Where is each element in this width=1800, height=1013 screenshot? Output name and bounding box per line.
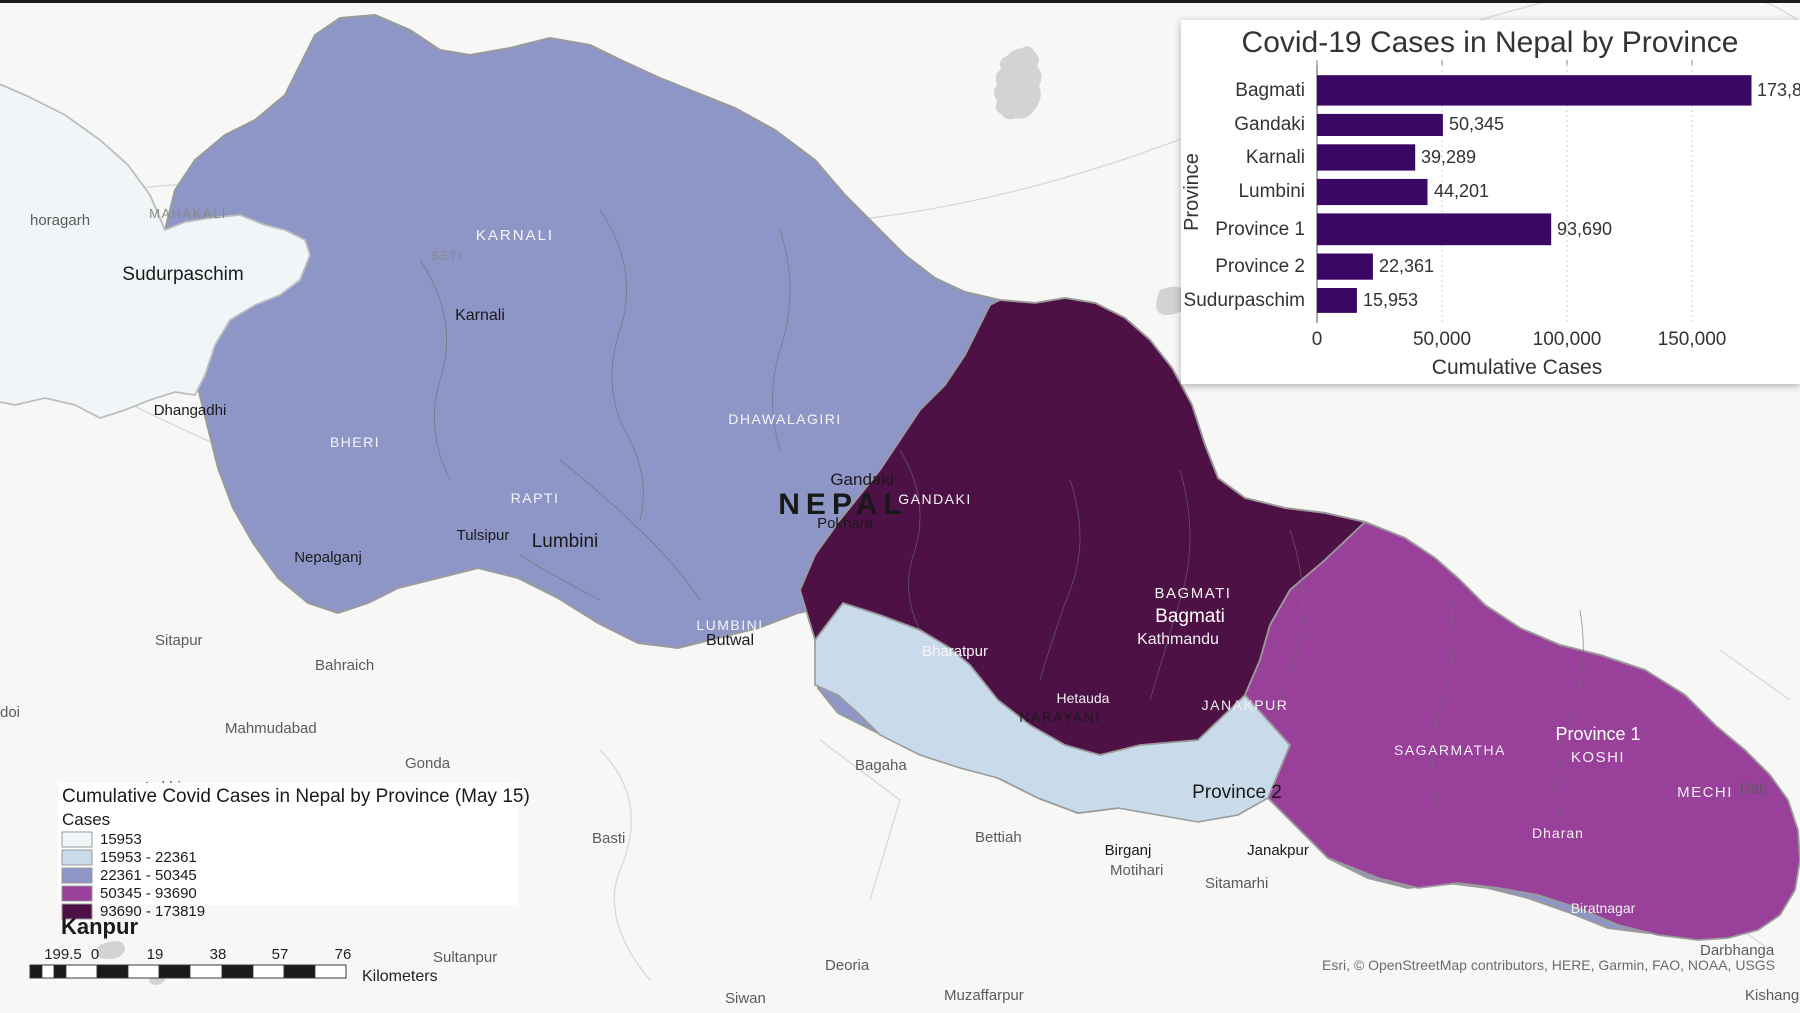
svg-text:GANDAKI: GANDAKI bbox=[898, 491, 972, 507]
svg-text:DHAWALAGIRI: DHAWALAGIRI bbox=[728, 411, 841, 427]
svg-text:150,000: 150,000 bbox=[1658, 329, 1727, 350]
svg-text:Bagaha: Bagaha bbox=[855, 757, 907, 774]
svg-text:Muzaffarpur: Muzaffarpur bbox=[944, 987, 1024, 1004]
svg-text:Motihari: Motihari bbox=[1110, 862, 1163, 879]
svg-text:KOSHI: KOSHI bbox=[1571, 749, 1625, 766]
svg-text:Karnali: Karnali bbox=[455, 307, 505, 324]
svg-text:173,8: 173,8 bbox=[1757, 80, 1800, 100]
svg-text:Nepalganj: Nepalganj bbox=[294, 549, 362, 566]
svg-text:38: 38 bbox=[210, 946, 227, 963]
svg-text:BHERI: BHERI bbox=[330, 434, 380, 450]
svg-text:Janakpur: Janakpur bbox=[1247, 842, 1309, 859]
svg-text:SAGARMATHA: SAGARMATHA bbox=[1394, 742, 1506, 758]
svg-text:Covid-19 Cases in Nepal by Pro: Covid-19 Cases in Nepal by Province bbox=[1242, 26, 1739, 59]
svg-text:Dhangadhi: Dhangadhi bbox=[154, 402, 227, 419]
svg-text:horagarh: horagarh bbox=[30, 212, 90, 229]
svg-text:22361 - 50345: 22361 - 50345 bbox=[100, 867, 197, 884]
svg-text:0: 0 bbox=[91, 946, 99, 963]
svg-text:Birganj: Birganj bbox=[1105, 842, 1152, 859]
svg-text:19: 19 bbox=[147, 946, 164, 963]
svg-text:Gandaki: Gandaki bbox=[1234, 114, 1305, 135]
svg-text:Province 2: Province 2 bbox=[1192, 782, 1282, 803]
svg-text:Butwal: Butwal bbox=[706, 632, 754, 649]
svg-text:100,000: 100,000 bbox=[1533, 329, 1602, 350]
svg-text:15,953: 15,953 bbox=[1363, 290, 1418, 310]
svg-text:Sudurpaschim: Sudurpaschim bbox=[1184, 290, 1305, 311]
svg-text:Bagmati: Bagmati bbox=[1235, 80, 1305, 101]
svg-text:Sultanpur: Sultanpur bbox=[433, 949, 497, 966]
svg-text:15953: 15953 bbox=[100, 831, 142, 848]
svg-text:76: 76 bbox=[335, 946, 352, 963]
svg-text:Tulsipur: Tulsipur bbox=[457, 527, 510, 544]
svg-text:Bettiah: Bettiah bbox=[975, 829, 1022, 846]
svg-text:Cumulative Covid Cases in Nepa: Cumulative Covid Cases in Nepal by Provi… bbox=[62, 786, 530, 807]
svg-text:Cases: Cases bbox=[62, 810, 110, 829]
svg-text:Sitamarhi: Sitamarhi bbox=[1205, 875, 1268, 892]
svg-text:MECHI: MECHI bbox=[1677, 784, 1733, 801]
svg-text:KARNALI: KARNALI bbox=[476, 227, 554, 244]
svg-text:JANAKPUR: JANAKPUR bbox=[1202, 697, 1289, 713]
svg-text:Esri, © OpenStreetMap contribu: Esri, © OpenStreetMap contributors, HERE… bbox=[1322, 957, 1775, 973]
svg-text:44,201: 44,201 bbox=[1434, 181, 1489, 201]
svg-text:Kathmandu: Kathmandu bbox=[1137, 631, 1219, 648]
svg-text:Province: Province bbox=[1181, 153, 1203, 231]
svg-text:Dharan: Dharan bbox=[1532, 825, 1584, 841]
svg-text:RAPTI: RAPTI bbox=[511, 490, 560, 506]
svg-text:Kishanganj: Kishanganj bbox=[1745, 987, 1800, 1004]
svg-text:0: 0 bbox=[1312, 329, 1323, 350]
svg-text:Province 2: Province 2 bbox=[1215, 256, 1305, 277]
svg-text:Deoria: Deoria bbox=[825, 957, 870, 974]
svg-text:Hetauda: Hetauda bbox=[1057, 690, 1110, 706]
svg-text:Lumbini: Lumbini bbox=[1238, 181, 1305, 202]
svg-text:199.5: 199.5 bbox=[44, 946, 82, 963]
svg-text:39,289: 39,289 bbox=[1421, 147, 1476, 167]
svg-text:Province 1: Province 1 bbox=[1215, 219, 1305, 240]
svg-text:Darj: Darj bbox=[1740, 780, 1768, 797]
svg-text:Bagmati: Bagmati bbox=[1155, 606, 1225, 627]
svg-text:Biratnagar: Biratnagar bbox=[1571, 900, 1636, 916]
svg-text:Basti: Basti bbox=[592, 830, 625, 847]
svg-text:Province 1: Province 1 bbox=[1555, 724, 1640, 744]
svg-text:57: 57 bbox=[272, 946, 289, 963]
svg-text:93,690: 93,690 bbox=[1557, 219, 1612, 239]
svg-text:SETI: SETI bbox=[432, 249, 463, 263]
svg-text:MAHAKALI: MAHAKALI bbox=[149, 206, 227, 221]
svg-text:50345 - 93690: 50345 - 93690 bbox=[100, 885, 197, 902]
svg-text:NEPAL: NEPAL bbox=[778, 488, 907, 521]
svg-text:Bahraich: Bahraich bbox=[315, 657, 374, 674]
svg-text:LUMBINI: LUMBINI bbox=[696, 617, 763, 633]
svg-text:Siwan: Siwan bbox=[725, 990, 766, 1007]
svg-text:50,345: 50,345 bbox=[1449, 114, 1504, 134]
svg-text:Sitapur: Sitapur bbox=[155, 632, 203, 649]
svg-text:Cumulative Cases: Cumulative Cases bbox=[1432, 356, 1602, 379]
svg-text:Kanpur: Kanpur bbox=[61, 914, 138, 939]
svg-text:Bharatpur: Bharatpur bbox=[922, 643, 988, 660]
svg-text:Sudurpaschim: Sudurpaschim bbox=[122, 264, 243, 285]
svg-text:BAGMATI: BAGMATI bbox=[1155, 585, 1232, 602]
svg-text:NARAYANI: NARAYANI bbox=[1019, 709, 1101, 725]
svg-text:22,361: 22,361 bbox=[1379, 256, 1434, 276]
svg-text:50,000: 50,000 bbox=[1413, 329, 1471, 350]
svg-text:Gonda: Gonda bbox=[405, 755, 451, 772]
svg-text:Mahmudabad: Mahmudabad bbox=[225, 720, 317, 737]
svg-text:doi: doi bbox=[0, 704, 20, 721]
svg-text:Gandaki: Gandaki bbox=[830, 470, 893, 489]
svg-text:Kilometers: Kilometers bbox=[362, 968, 438, 985]
svg-text:Karnali: Karnali bbox=[1246, 147, 1305, 168]
svg-text:Lumbini: Lumbini bbox=[532, 531, 599, 552]
svg-text:15953 - 22361: 15953 - 22361 bbox=[100, 849, 197, 866]
